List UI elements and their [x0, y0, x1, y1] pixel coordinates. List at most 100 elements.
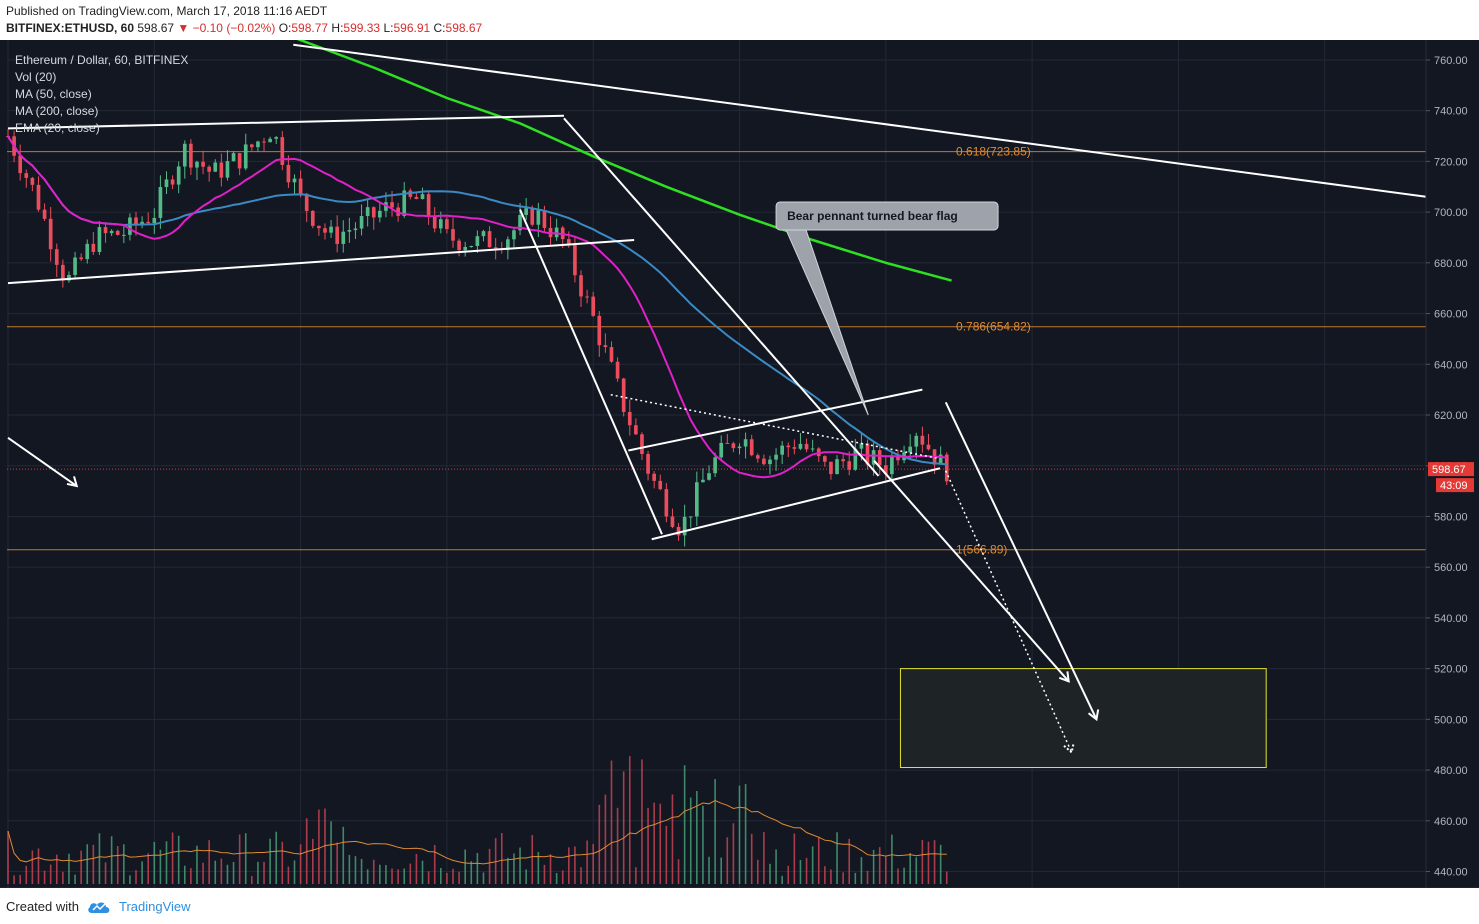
- volume-bar: [49, 864, 52, 884]
- candle-body: [426, 194, 431, 217]
- long-resistance-line: [293, 43, 1428, 198]
- volume-bar: [299, 844, 302, 884]
- volume-bar: [830, 869, 832, 884]
- volume-bar: [232, 861, 235, 884]
- volume-bar: [555, 873, 558, 884]
- candle-body: [573, 243, 577, 276]
- ma200-line: [296, 40, 952, 282]
- volume-bar: [543, 864, 546, 884]
- volume-bar: [257, 861, 259, 884]
- volume-bar: [933, 840, 936, 884]
- candle-body: [762, 458, 766, 465]
- volume-bar: [592, 843, 594, 884]
- candle-body: [634, 425, 638, 435]
- tradingview-link[interactable]: TradingView: [118, 899, 191, 914]
- volume-bar: [689, 797, 692, 884]
- volume-bar: [452, 868, 454, 884]
- y-tick-label: 640.00: [1434, 359, 1468, 371]
- candle-body: [853, 448, 858, 470]
- legend-item-vol[interactable]: Vol (20): [15, 70, 57, 84]
- volume-bar: [208, 840, 210, 884]
- created-with-label: Created with: [6, 899, 79, 914]
- volume-bar: [659, 803, 662, 884]
- candle-body: [841, 459, 845, 462]
- candle-body: [688, 516, 693, 518]
- legend-item-ema20[interactable]: EMA (20, close): [15, 121, 100, 135]
- candle-body: [48, 218, 53, 250]
- volume-bar: [635, 867, 637, 884]
- volume-bar: [708, 856, 710, 884]
- volume-bar: [915, 857, 918, 884]
- volume-bar: [641, 759, 643, 884]
- volume-bar: [263, 861, 265, 884]
- price-chart[interactable]: 0.618(723.85)0.786(654.82)1(566.89) Bear…: [0, 40, 1479, 888]
- volume-bar: [824, 866, 826, 884]
- high-value: 599.33: [343, 21, 381, 35]
- candle-body: [323, 228, 327, 233]
- volume-bar: [92, 844, 95, 884]
- volume-bar: [854, 872, 857, 884]
- candle-body: [743, 439, 748, 447]
- volume-bar: [775, 849, 777, 884]
- last-price: 598.67: [137, 21, 175, 35]
- volume-bar: [897, 868, 899, 884]
- volume-bar: [531, 835, 534, 884]
- y-tick-label: 480.00: [1434, 765, 1468, 777]
- axes: 440.00 460.00 480.00 500.00 520.00 540.00 560.…: [0, 40, 1479, 888]
- candle-body: [591, 296, 596, 316]
- volume-bar: [525, 869, 527, 884]
- candle-body: [475, 236, 480, 247]
- volume-bar: [104, 862, 107, 884]
- countdown-label: 43:09: [1440, 480, 1468, 492]
- volume-bar: [671, 794, 674, 884]
- candle-body: [262, 141, 266, 143]
- candle-body: [317, 225, 321, 229]
- candle-body: [225, 161, 230, 178]
- volume-bar: [476, 853, 479, 884]
- candle-body: [231, 153, 236, 162]
- legend-item-ma50[interactable]: MA (50, close): [15, 87, 92, 101]
- volume-bar: [702, 805, 704, 884]
- candle-body: [170, 179, 175, 185]
- candle-body: [768, 459, 772, 465]
- candle-body: [140, 221, 144, 225]
- volume-bar: [183, 865, 186, 884]
- volume-bar: [159, 849, 162, 884]
- legend-item-ma200[interactable]: MA (200, close): [15, 104, 99, 118]
- volume-bar: [147, 853, 150, 884]
- candle-body: [676, 526, 681, 536]
- projection-arrow-b-head: [1087, 709, 1100, 722]
- volume-bar: [750, 833, 753, 884]
- volume-bar: [354, 856, 357, 884]
- volume-bar: [110, 836, 113, 884]
- candle-body: [652, 473, 656, 481]
- open-value: 598.77: [291, 21, 329, 35]
- candle-body: [829, 461, 833, 475]
- candle-body: [737, 446, 742, 449]
- volume-bar: [519, 847, 521, 884]
- candle-body: [201, 161, 205, 167]
- candle-body: [914, 435, 919, 447]
- volume-bar: [421, 860, 424, 884]
- fib-label: 0.786(654.82): [956, 320, 1031, 334]
- volume-bar: [287, 866, 290, 884]
- callout-text: Bear pennant turned bear flag: [787, 209, 958, 223]
- volume-bar: [756, 859, 759, 884]
- volume-bar: [848, 838, 851, 884]
- candle-body: [109, 230, 114, 234]
- volume-bar: [488, 848, 491, 884]
- candle-body: [432, 216, 437, 229]
- volume-bar: [196, 845, 198, 884]
- candle-body: [536, 210, 541, 225]
- candle-body: [627, 411, 632, 426]
- volume-bar: [885, 856, 887, 884]
- volume-bar: [391, 868, 393, 884]
- candle-body: [615, 361, 620, 379]
- volume-bar: [860, 857, 863, 884]
- candle-body: [158, 187, 163, 218]
- candle-body: [481, 231, 486, 237]
- candle-body: [713, 457, 717, 474]
- volume-bar: [43, 870, 46, 884]
- candle-body: [298, 178, 303, 194]
- volume-bar: [927, 841, 930, 884]
